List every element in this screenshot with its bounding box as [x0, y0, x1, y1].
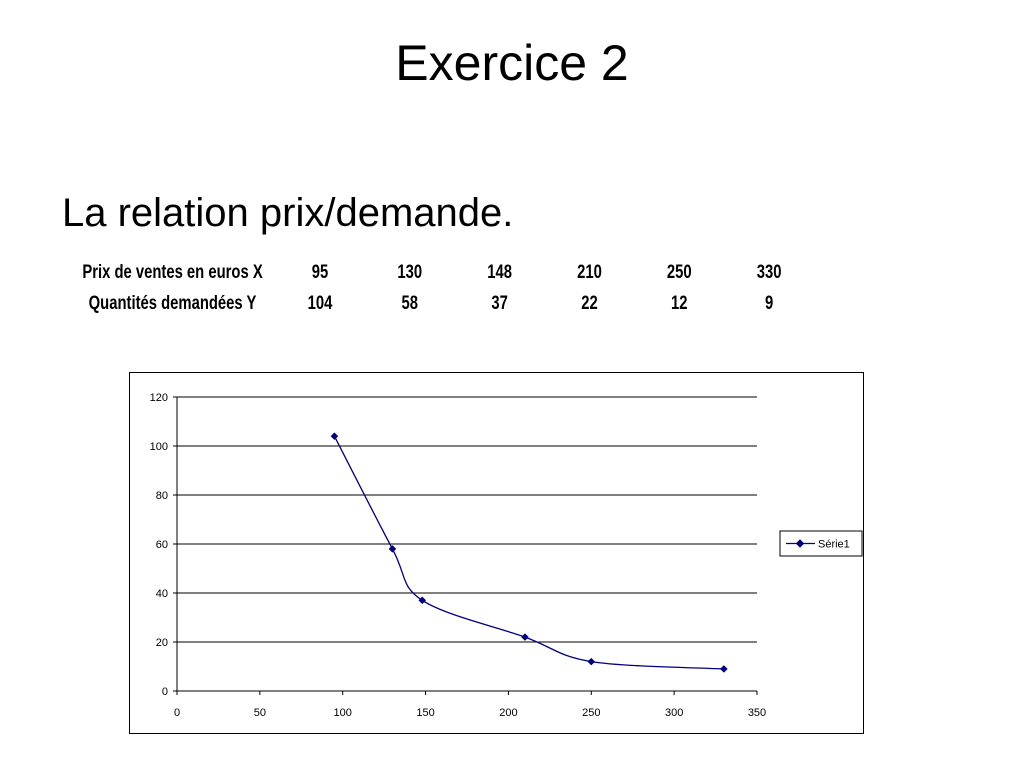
legend-label: Série1 [818, 539, 850, 551]
y-tick-label: 60 [156, 539, 168, 551]
quantity-cell: 9 [765, 292, 774, 314]
price-cell: 95 [311, 261, 329, 283]
y-tick-label: 20 [156, 637, 168, 649]
x-tick-label: 150 [416, 707, 434, 719]
x-tick-label: 200 [499, 707, 517, 719]
slide-title: Exercice 2 [395, 35, 629, 91]
series-line [333, 435, 724, 670]
x-tick-label: 100 [334, 707, 352, 719]
y-tick-label: 40 [156, 588, 168, 600]
row-label-price: Prix de ventes en euros X [82, 261, 263, 283]
x-tick-label: 0 [174, 707, 180, 719]
slide-subtitle: La relation prix/demande. [62, 191, 514, 235]
data-point-marker [587, 657, 596, 666]
y-tick-label: 0 [162, 686, 168, 698]
price-cell: 210 [577, 261, 602, 283]
data-point-marker [720, 665, 728, 673]
x-tick-label: 350 [748, 707, 766, 719]
quantity-cell: 104 [307, 292, 333, 314]
data-point-marker [388, 545, 397, 553]
price-cell: 250 [666, 261, 692, 283]
table-row-quantity: Quantités demandées Y 104 58 37 22 12 9 [70, 288, 814, 319]
table-row-price: Prix de ventes en euros X 95 130 148 210… [70, 257, 814, 288]
legend-marker [795, 539, 805, 548]
price-cell: 148 [487, 261, 512, 283]
chart-svg: 0 20 40 60 80 100 120 0 50 100 150 200 250 300 350 Séri… [150, 392, 863, 719]
y-tick-label: 80 [156, 490, 168, 502]
quantity-cell: 58 [401, 292, 419, 314]
y-tick-label: 120 [150, 392, 168, 404]
data-point-marker [418, 596, 427, 605]
chart-area: 0 20 40 60 80 100 120 0 50 100 150 200 250 300 350 Séri… [129, 372, 864, 734]
x-tick-label: 50 [254, 707, 266, 719]
price-cell: 330 [756, 261, 782, 283]
quantity-cell: 37 [491, 292, 508, 314]
price-cell: 130 [397, 261, 423, 283]
data-point-marker [521, 633, 529, 641]
data-point-marker [330, 432, 339, 441]
row-label-quantity: Quantités demandées Y [88, 292, 257, 314]
data-table: Prix de ventes en euros X 95 130 148 210… [70, 257, 814, 319]
x-tick-label: 250 [582, 707, 600, 719]
x-tick-label: 300 [665, 707, 683, 719]
quantity-cell: 12 [671, 292, 688, 314]
y-tick-label: 100 [150, 441, 168, 453]
quantity-cell: 22 [581, 292, 598, 314]
